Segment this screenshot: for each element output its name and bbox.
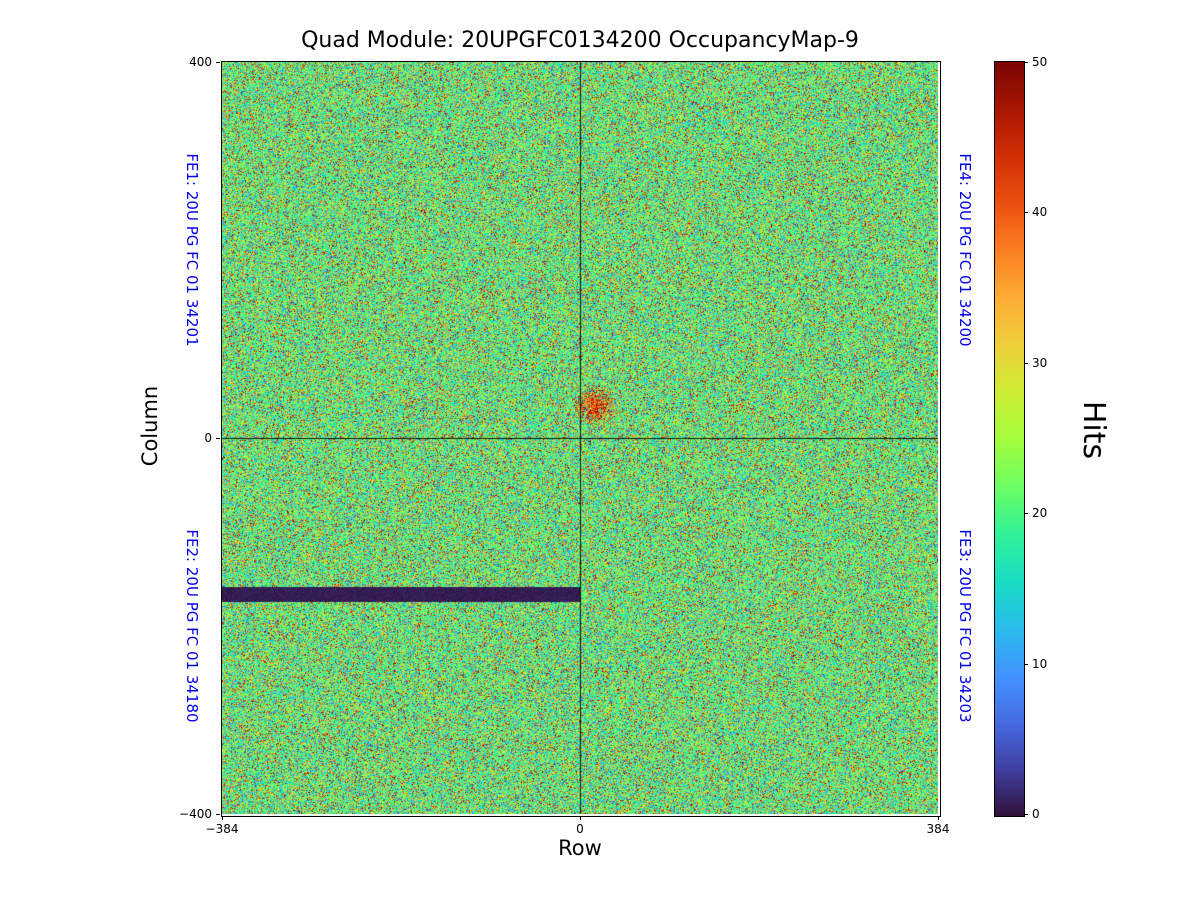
colorbar-tick-label: 30 — [1032, 355, 1048, 370]
heatmap-axes — [221, 61, 941, 817]
y-tick-mark — [216, 814, 220, 815]
x-tick-label: 384 — [926, 822, 950, 836]
plot-title: Quad Module: 20UPGFC0134200 OccupancyMap… — [301, 28, 859, 53]
colorbar-gradient — [995, 62, 1024, 816]
y-axis-label: Column — [138, 385, 162, 467]
colorbar-tick-mark — [1024, 663, 1028, 665]
colorbar-tick-label: 20 — [1032, 506, 1048, 521]
quadrant-label-fe1: FE1: 20U PG FC 01 34201 — [183, 153, 201, 347]
colorbar-tick-mark — [1024, 362, 1028, 364]
x-axis-label: Row — [558, 836, 602, 860]
y-tick-mark — [216, 62, 220, 63]
colorbar-tick-mark — [1024, 814, 1028, 815]
quadrant-label-fe3: FE3: 20U PG FC 01 34203 — [956, 529, 974, 723]
x-tick-label: −384 — [205, 822, 239, 836]
colorbar-tick-label: 50 — [1032, 55, 1048, 69]
x-tick-mark — [222, 816, 223, 820]
colorbar-label: Hits — [1076, 400, 1111, 460]
colorbar-tick-mark — [1024, 513, 1028, 515]
y-tick-mark — [216, 438, 220, 439]
quadrant-label-fe2: FE2: 20U PG FC 01 34180 — [183, 529, 201, 723]
y-tick-label: 400 — [189, 55, 212, 69]
x-tick-mark — [580, 816, 581, 820]
occupancy-heatmap-canvas — [222, 62, 938, 814]
colorbar-tick-label: 10 — [1032, 656, 1048, 671]
y-tick-label: 0 — [204, 431, 212, 445]
x-tick-mark — [938, 816, 939, 820]
colorbar-tick-mark — [1024, 62, 1028, 63]
y-tick-label: −400 — [179, 807, 212, 821]
colorbar — [994, 61, 1025, 817]
colorbar-tick-label: 0 — [1032, 807, 1040, 821]
quadrant-label-fe4: FE4: 20U PG FC 01 34200 — [956, 153, 974, 347]
colorbar-tick-label: 40 — [1032, 205, 1048, 220]
colorbar-tick-mark — [1024, 212, 1028, 214]
x-tick-label: 0 — [576, 822, 584, 836]
